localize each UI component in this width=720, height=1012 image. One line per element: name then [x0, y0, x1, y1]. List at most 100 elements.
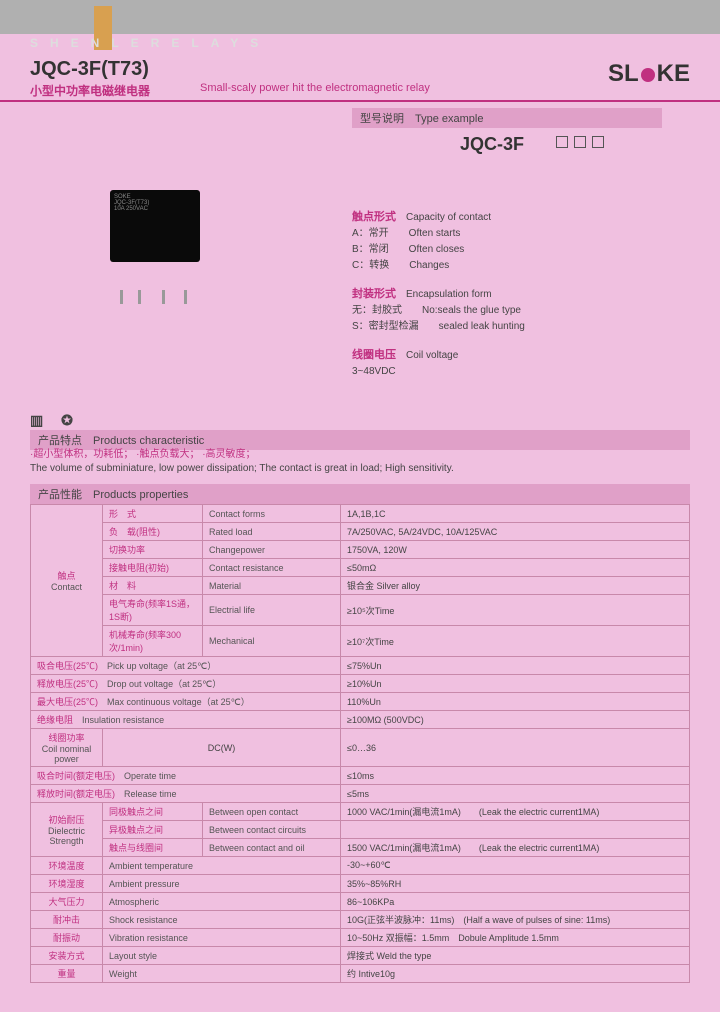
suffix-box: [556, 136, 568, 148]
ccc-icon: ✪: [61, 412, 73, 428]
spec-row: C：转换 Changes: [352, 258, 525, 273]
table-cell: 重量: [31, 965, 103, 983]
table-cell: 释放电压(25℃) Drop out voltage（at 25℃）: [31, 675, 341, 693]
table-cell: 大气压力: [31, 893, 103, 911]
table-cell: 最大电压(25℃) Max continuous voltage（at 25℃）: [31, 693, 341, 711]
table-row: 机械寿命(频率300次/1min)Mechanical≥10⁷次Time: [31, 626, 690, 657]
table-row: 触点Contact形 式Contact forms1A,1B,1C: [31, 505, 690, 523]
product-image: SOKEJQC-3F(T73)10A 250VAC: [110, 190, 220, 290]
table-cell: DC(W): [103, 729, 341, 767]
table-row: 吸合时间(额定电压) Operate time≤10ms: [31, 767, 690, 785]
table-row: 异极触点之间Between contact circuits: [31, 821, 690, 839]
table-cell: ≤5ms: [341, 785, 690, 803]
table-cell: Contact forms: [203, 505, 341, 523]
table-cell: 约 Intive10g: [341, 965, 690, 983]
char-en: The volume of subminiature, low power di…: [30, 462, 454, 476]
suffix-box: [574, 136, 586, 148]
table-cell: 10~50Hz 双振幅：1.5mm Dobule Amplitude 1.5mm: [341, 929, 690, 947]
table-cell: 异极触点之间: [103, 821, 203, 839]
table-cell: 同极触点之间: [103, 803, 203, 821]
logo-part1: SL: [608, 60, 639, 87]
table-cell: 释放时间(额定电压) Release time: [31, 785, 341, 803]
relay-pin: [138, 290, 141, 304]
table-row: 环境湿度Ambient pressure35%~85%RH: [31, 875, 690, 893]
table-cell: ≥100MΩ (500VDC): [341, 711, 690, 729]
table-cell: 材 料: [103, 577, 203, 595]
table-cell: 机械寿命(频率300次/1min): [103, 626, 203, 657]
table-cell: 触点与线圈间: [103, 839, 203, 857]
table-row: 最大电压(25℃) Max continuous voltage（at 25℃）…: [31, 693, 690, 711]
relay-pin: [120, 290, 123, 304]
table-cell: 初始耐压Dielectric Strength: [31, 803, 103, 857]
table-cell: Between contact circuits: [203, 821, 341, 839]
table-cell: 86~106KPa: [341, 893, 690, 911]
table-cell: 环境湿度: [31, 875, 103, 893]
table-cell: 35%~85%RH: [341, 875, 690, 893]
type-box-cn: 型号说明: [360, 113, 404, 125]
table-cell: ≤0…36: [341, 729, 690, 767]
table-row: 接触电阻(初始)Contact resistance≤50mΩ: [31, 559, 690, 577]
table-row: 材 料Material银合金 Silver alloy: [31, 577, 690, 595]
table-row: 吸合电压(25℃) Pick up voltage（at 25℃）≤75%Un: [31, 657, 690, 675]
table-cell: 环境温度: [31, 857, 103, 875]
table-cell: 安装方式: [31, 947, 103, 965]
table-cell: Atmospheric: [103, 893, 341, 911]
brand-letters: SHENLERELAYS: [30, 36, 270, 50]
spec-hdr-en: Coil voltage: [406, 350, 458, 361]
table-cell: Ambient pressure: [103, 875, 341, 893]
spec-block: 封装形式 Encapsulation form无：封胶式 No:seals th…: [352, 287, 525, 334]
table-row: 电气寿命(频率1S通，1S断)Electrial life≥10⁵次Time: [31, 595, 690, 626]
table-cell: Material: [203, 577, 341, 595]
table-row: 大气压力Atmospheric86~106KPa: [31, 893, 690, 911]
char-label-en: Products characteristic: [93, 435, 204, 447]
table-cell: 耐冲击: [31, 911, 103, 929]
table-cell: 1500 VAC/1min(漏电流1mA) (Leak the electric…: [341, 839, 690, 857]
table-row: 负 载(阻性)Rated load7A/250VAC, 5A/24VDC, 10…: [31, 523, 690, 541]
suffix-box: [592, 136, 604, 148]
subtitle-cn: 小型中功率电磁继电器: [30, 82, 150, 99]
prop-label-cn: 产品性能: [38, 489, 82, 501]
char-label-cn: 产品特点: [38, 435, 82, 447]
table-row: 耐冲击Shock resistance10G(正弦半波脉冲：11ms) (Hal…: [31, 911, 690, 929]
table-cell: 吸合电压(25℃) Pick up voltage（at 25℃）: [31, 657, 341, 675]
subtitle-en: Small-scaly power hit the electromagneti…: [200, 82, 430, 94]
table-cell: 形 式: [103, 505, 203, 523]
table-cell: 110%Un: [341, 693, 690, 711]
table-cell: 银合金 Silver alloy: [341, 577, 690, 595]
table-row: 安装方式Layout style焊接式 Weld the type: [31, 947, 690, 965]
table-cell: Electrial life: [203, 595, 341, 626]
table-cell: 耐振动: [31, 929, 103, 947]
table-row: 重量Weight约 Intive10g: [31, 965, 690, 983]
spec-row: A：常开 Often starts: [352, 226, 525, 241]
properties-band: 产品性能 Products properties: [30, 484, 690, 504]
table-row: 切换功率Changepower1750VA, 120W: [31, 541, 690, 559]
table-row: 耐振动Vibration resistance10~50Hz 双振幅：1.5mm…: [31, 929, 690, 947]
table-row: 释放电压(25℃) Drop out voltage（at 25℃）≥10%Un: [31, 675, 690, 693]
table-cell: Layout style: [103, 947, 341, 965]
spec-hdr-cn: 封装形式: [352, 288, 396, 300]
table-cell: ≥10⁷次Time: [341, 626, 690, 657]
table-cell: 吸合时间(额定电压) Operate time: [31, 767, 341, 785]
model-suffix-boxes: [550, 136, 604, 151]
table-row: 初始耐压Dielectric Strength同极触点之间Between ope…: [31, 803, 690, 821]
table-row: 线圈功率Coil nominal powerDC(W)≤0…36: [31, 729, 690, 767]
spec-row: 3~48VDC: [352, 364, 525, 379]
spec-hdr-cn: 触点形式: [352, 211, 396, 223]
brand-logo: SL KE: [608, 60, 690, 88]
table-cell: Shock resistance: [103, 911, 341, 929]
table-cell: Contact resistance: [203, 559, 341, 577]
table-cell: ≥10⁵次Time: [341, 595, 690, 626]
table-cell: 绝缘电阻 Insulation resistance: [31, 711, 341, 729]
table-row: 释放时间(额定电压) Release time≤5ms: [31, 785, 690, 803]
table-cell: [341, 821, 690, 839]
table-row: 绝缘电阻 Insulation resistance≥100MΩ (500VDC…: [31, 711, 690, 729]
logo-part2: KE: [657, 60, 690, 87]
header-rule: [0, 100, 720, 102]
relay-pin: [162, 290, 165, 304]
table-cell: ≤75%Un: [341, 657, 690, 675]
table-cell: 电气寿命(频率1S通，1S断): [103, 595, 203, 626]
logo-o-icon: [641, 68, 655, 82]
table-cell: Weight: [103, 965, 341, 983]
table-cell: 1000 VAC/1min(漏电流1mA) (Leak the electric…: [341, 803, 690, 821]
table-cell: ≥10%Un: [341, 675, 690, 693]
